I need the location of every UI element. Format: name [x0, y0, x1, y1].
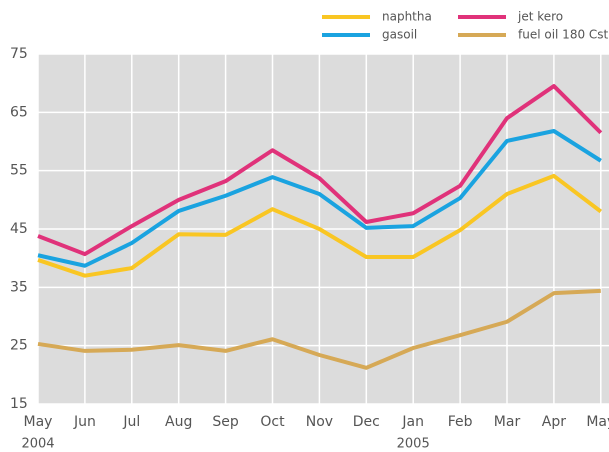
y-tick-label: 25 [10, 338, 28, 354]
x-tick-label: May [586, 414, 609, 430]
y-tick-label: 75 [10, 46, 28, 62]
x-tick-label: Jun [73, 414, 96, 430]
legend-label: fuel oil 180 Cst [518, 28, 609, 42]
x-tick-label: Jan [401, 414, 424, 430]
x-tick-label: May [24, 414, 53, 430]
series-line [37, 288, 601, 370]
y-tick-label: 35 [10, 279, 28, 295]
x-tick-label: Oct [260, 414, 285, 430]
series-line [37, 84, 603, 257]
x-tick-label: Nov [306, 414, 333, 430]
x-tick-label: Jul [122, 414, 140, 430]
x-tick-label: Dec [353, 414, 380, 430]
x-tick-label: Sep [212, 414, 239, 430]
x-tick-label: Mar [494, 414, 521, 430]
x-tick-label: Feb [448, 414, 473, 430]
legend-label: naphtha [382, 10, 432, 24]
year-label: 2005 [397, 437, 430, 452]
y-tick-label: 65 [10, 104, 28, 120]
legend-label: gasoil [382, 28, 417, 42]
y-tick-label: 55 [10, 163, 28, 179]
legend-label: jet kero [517, 10, 563, 24]
x-tick-label: Aug [165, 414, 192, 430]
y-tick-label: 15 [10, 396, 28, 412]
x-tick-label: Apr [542, 414, 566, 430]
y-tick-label: 45 [10, 221, 28, 237]
series-line [37, 173, 603, 278]
year-label: 2004 [21, 437, 54, 452]
series-line [37, 129, 602, 268]
